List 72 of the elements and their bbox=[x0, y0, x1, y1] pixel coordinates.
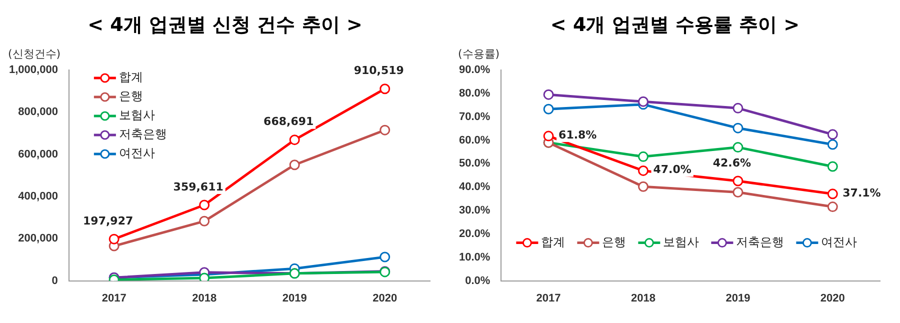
legend-label: 저축은행 bbox=[736, 234, 784, 249]
chart-title: < 4개 업권별 신청 건수 추이 > bbox=[86, 13, 364, 38]
data-label: 61.8% bbox=[558, 128, 597, 142]
point bbox=[827, 202, 838, 212]
legend-label: 보험사 bbox=[663, 234, 700, 249]
y-tick-label: 80.0% bbox=[458, 87, 490, 100]
point bbox=[199, 200, 210, 210]
point bbox=[289, 160, 300, 170]
x-tick-label: 2019 bbox=[282, 292, 307, 304]
point bbox=[638, 181, 648, 192]
y-tick-label: 600,000 bbox=[18, 148, 58, 160]
legend-label: 보험사 bbox=[118, 108, 155, 122]
y-tick-label: 1,000,000 bbox=[9, 64, 58, 76]
data-label: 47.0% bbox=[653, 163, 692, 176]
y-tick-label: 60.0% bbox=[458, 134, 490, 146]
legend-label: 저축은행 bbox=[118, 127, 167, 142]
y-tick-label: 200,000 bbox=[18, 232, 58, 245]
data-label: 42.6% bbox=[712, 156, 752, 170]
point bbox=[380, 84, 390, 94]
x-tick-label: 2020 bbox=[372, 292, 398, 304]
point bbox=[380, 124, 390, 136]
point bbox=[638, 96, 648, 107]
y-tick-label: 30.0% bbox=[458, 204, 490, 217]
point bbox=[199, 272, 210, 281]
y-tick-label: 10.0% bbox=[458, 251, 490, 264]
data-label: 668,691 bbox=[264, 115, 314, 128]
y-tick-label: 400,000 bbox=[18, 190, 58, 203]
point bbox=[732, 102, 744, 114]
y-tick-label: 0 bbox=[52, 274, 58, 287]
y-axis-title: (수용률) bbox=[458, 47, 500, 60]
point bbox=[638, 151, 648, 162]
data-label: 37.1% bbox=[842, 186, 881, 200]
x-tick-label: 2017 bbox=[102, 292, 126, 304]
data-label: 910,519 bbox=[354, 64, 404, 78]
point bbox=[543, 89, 554, 100]
point bbox=[732, 122, 744, 134]
y-axis-title: (신청건수) bbox=[8, 47, 61, 60]
data-label: 197,927 bbox=[83, 214, 134, 228]
x-tick-label: 2018 bbox=[192, 292, 217, 304]
legend-label: 합계 bbox=[541, 234, 566, 249]
y-tick-label: 800,000 bbox=[18, 106, 58, 118]
legend-label: 은행 bbox=[118, 89, 143, 104]
chart-title: < 4개 업권별 수용률 추이 > bbox=[549, 13, 801, 38]
legend-label: 여전사 bbox=[118, 146, 155, 160]
point bbox=[732, 187, 744, 198]
x-tick-label: 2017 bbox=[536, 292, 561, 304]
point bbox=[827, 188, 838, 200]
y-tick-label: 50.0% bbox=[458, 158, 490, 170]
y-tick-label: 90.0% bbox=[458, 64, 490, 76]
point bbox=[732, 176, 744, 186]
x-tick-label: 2018 bbox=[631, 292, 656, 304]
y-tick-label: 0.0% bbox=[465, 274, 490, 287]
point bbox=[108, 234, 120, 244]
y-tick-label: 20.0% bbox=[458, 228, 490, 240]
legend-label: 여전사 bbox=[821, 234, 858, 249]
y-tick-label: 40.0% bbox=[458, 181, 490, 194]
y-tick-label: 70.0% bbox=[458, 110, 490, 123]
x-tick-label: 2020 bbox=[820, 292, 845, 304]
legend-label: 은행 bbox=[602, 234, 626, 249]
point bbox=[732, 142, 744, 153]
legend-label: 합계 bbox=[118, 70, 143, 84]
point bbox=[827, 161, 838, 172]
data-label: 359,611 bbox=[173, 180, 224, 194]
point bbox=[827, 129, 838, 140]
point bbox=[543, 130, 554, 142]
point bbox=[638, 165, 648, 176]
point bbox=[289, 134, 300, 146]
point bbox=[199, 216, 210, 226]
x-tick-label: 2019 bbox=[726, 292, 750, 304]
point bbox=[827, 139, 838, 150]
point bbox=[380, 252, 390, 262]
point bbox=[543, 104, 554, 114]
